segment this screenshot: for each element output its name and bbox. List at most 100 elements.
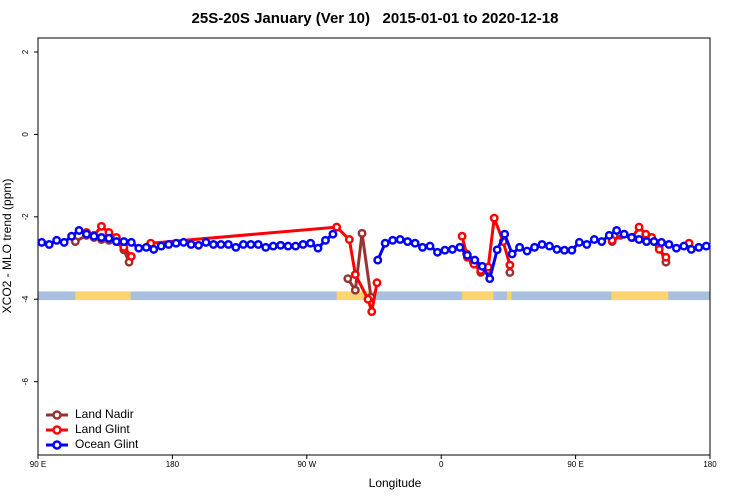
data-point	[642, 237, 651, 247]
data-point	[350, 285, 360, 295]
data-point	[97, 232, 106, 242]
legend-label: Land Nadir	[75, 407, 134, 421]
data-point	[403, 237, 413, 247]
data-point	[179, 237, 189, 247]
data-point	[201, 237, 211, 247]
data-point	[619, 229, 629, 239]
data-point	[671, 243, 681, 253]
data-point	[545, 241, 554, 251]
data-point	[328, 229, 338, 239]
land-strip	[506, 291, 512, 301]
land-strip	[75, 291, 131, 301]
data-point	[530, 242, 539, 252]
data-point	[89, 231, 99, 241]
data-point	[52, 235, 62, 245]
data-point	[661, 252, 671, 262]
data-point	[350, 270, 360, 279]
x-tick-label: 180	[703, 460, 717, 469]
data-point	[373, 255, 383, 265]
data-point	[343, 274, 353, 284]
data-point	[231, 242, 241, 252]
data-point	[363, 294, 373, 304]
data-point	[679, 241, 689, 251]
data-point	[433, 247, 442, 257]
data-point	[141, 242, 151, 252]
data-point	[126, 251, 136, 261]
data-point	[134, 243, 144, 253]
data-point	[455, 242, 465, 252]
data-point	[298, 239, 308, 249]
data-point	[276, 240, 286, 250]
data-point	[261, 242, 271, 252]
land-strip	[611, 291, 669, 301]
data-point	[559, 245, 569, 255]
data-point	[223, 239, 233, 249]
y-tick-label: 2	[21, 49, 30, 54]
data-point	[82, 229, 91, 239]
data-point	[485, 274, 495, 284]
data-point	[291, 241, 301, 251]
data-point	[567, 245, 577, 255]
data-point	[238, 239, 248, 249]
data-point	[246, 239, 256, 249]
data-point	[425, 241, 435, 251]
data-point	[186, 239, 196, 249]
data-point	[612, 225, 622, 235]
data-point	[701, 241, 711, 251]
data-point	[283, 241, 293, 251]
data-point	[388, 235, 398, 245]
data-point	[470, 255, 480, 265]
legend-label: Ocean Glint	[75, 437, 139, 451]
data-point	[194, 240, 203, 250]
x-tick-label: 180	[166, 460, 180, 469]
data-point	[321, 235, 330, 245]
data-point	[477, 261, 487, 271]
data-point	[344, 235, 354, 244]
data-point	[313, 243, 323, 253]
legend-marker	[52, 410, 62, 420]
data-point	[104, 233, 114, 243]
data-point	[634, 235, 644, 244]
data-point	[156, 241, 166, 251]
data-point	[418, 242, 427, 252]
data-point	[664, 239, 674, 249]
data-point	[515, 242, 525, 252]
land-strip	[336, 291, 373, 301]
data-point	[440, 245, 450, 255]
data-point	[253, 239, 263, 249]
data-point	[552, 244, 562, 254]
data-point	[500, 229, 510, 239]
data-point	[59, 237, 69, 247]
data-point	[164, 239, 174, 249]
y-tick-label: -4	[21, 295, 30, 303]
data-point	[654, 244, 664, 254]
data-point	[694, 242, 704, 252]
data-point	[597, 237, 607, 247]
x-tick-label: 90 E	[567, 460, 583, 469]
land-strip	[462, 291, 494, 301]
data-point	[649, 237, 659, 247]
data-point	[462, 250, 472, 260]
data-point	[372, 278, 382, 288]
legend-marker	[52, 425, 62, 435]
data-point	[589, 235, 599, 244]
data-point	[447, 244, 457, 254]
data-point	[111, 237, 121, 247]
legend-marker	[52, 440, 62, 450]
y-tick-label: 0	[21, 132, 30, 137]
y-axis-label: XCO2 - MLO trend (ppm)	[0, 179, 14, 314]
data-point	[97, 221, 106, 231]
data-point	[507, 249, 517, 259]
data-point	[268, 241, 278, 251]
y-tick-label: -2	[21, 213, 30, 221]
x-tick-label: 0	[439, 460, 444, 469]
x-tick-label: 90 E	[30, 460, 46, 469]
data-point	[332, 222, 342, 232]
data-point	[126, 237, 136, 247]
data-point	[74, 225, 84, 235]
data-point	[119, 237, 129, 247]
data-point	[634, 222, 644, 232]
data-point	[37, 237, 47, 247]
